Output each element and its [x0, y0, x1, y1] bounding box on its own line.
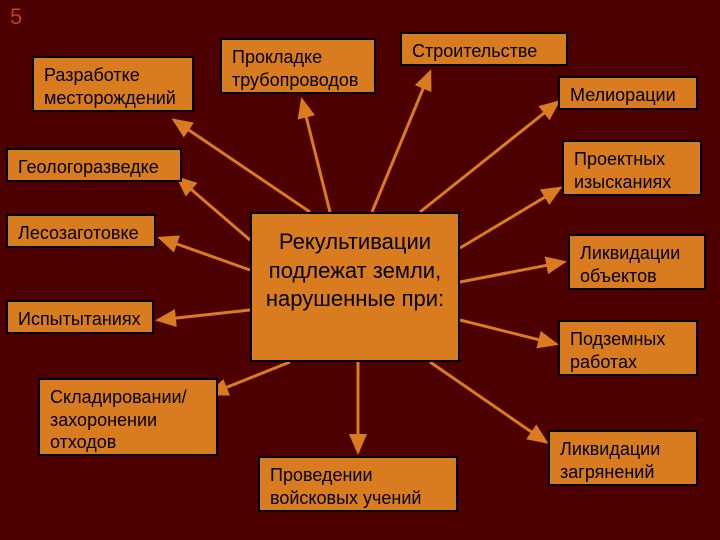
- arrow: [460, 188, 560, 248]
- arrow: [160, 238, 250, 270]
- arrow: [178, 178, 250, 240]
- arrow: [158, 310, 250, 320]
- arrow: [420, 102, 558, 212]
- node-n13: Ликвидации загрянений: [548, 430, 698, 486]
- node-n1: Разработке месторождений: [32, 56, 194, 112]
- node-n7: Лесозаготовке: [6, 214, 156, 248]
- arrow: [460, 262, 564, 282]
- arrow: [372, 72, 430, 212]
- arrow: [210, 362, 290, 394]
- node-n6: Проектных изысканиях: [562, 140, 702, 196]
- page-number: 5: [10, 4, 22, 30]
- node-n12: Проведении войсковых учений: [258, 456, 458, 512]
- center-box: Рекультивации подлежат земли, нарушенные…: [250, 212, 460, 362]
- arrow: [430, 362, 546, 442]
- node-n5: Геологоразведке: [6, 148, 182, 182]
- node-n3: Строительстве: [400, 32, 568, 66]
- arrow: [302, 100, 330, 212]
- arrow: [174, 120, 310, 212]
- node-n9: Испытытаниях: [6, 300, 154, 334]
- node-n11: Складировании/ захоронении отходов: [38, 378, 218, 456]
- node-n4: Мелиорации: [558, 76, 698, 110]
- arrow: [460, 320, 556, 344]
- node-n2: Прокладке трубопроводов: [220, 38, 376, 94]
- node-n8: Ликвидации объектов: [568, 234, 706, 290]
- node-n10: Подземных работах: [558, 320, 698, 376]
